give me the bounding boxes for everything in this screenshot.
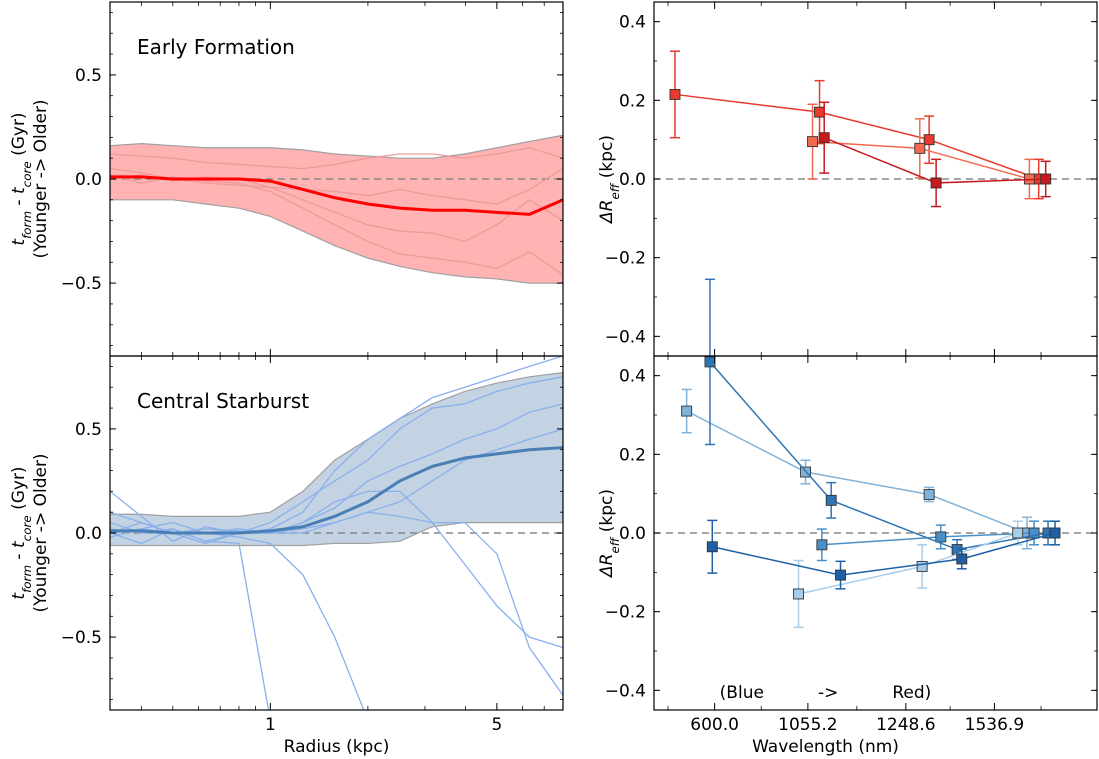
data-point <box>935 531 947 543</box>
scatter-band <box>110 134 563 284</box>
y-tick-label: −0.2 <box>605 603 646 623</box>
data-point <box>923 134 935 146</box>
reff-series-1 <box>816 520 1040 562</box>
data-point <box>825 494 837 506</box>
y-tick-label: −0.5 <box>61 274 102 294</box>
y-tick-label: 0.4 <box>619 13 646 33</box>
galaxy-line-0 <box>110 147 563 170</box>
galaxy-line-2 <box>110 403 563 538</box>
data-point <box>835 569 846 581</box>
panel-annotation: Early Formation <box>137 35 295 59</box>
y-tick-label: 0.0 <box>619 170 646 190</box>
x-tick-label: 600.0 <box>690 715 739 735</box>
reff-series-2 <box>818 101 1052 208</box>
x-tick-label: 1055.2 <box>778 715 837 735</box>
y-axis-label: ΔReff (kpc) <box>597 489 622 579</box>
galaxy-line-7 <box>110 528 270 710</box>
y-tick-label: −0.5 <box>61 628 102 648</box>
y-tick-label: 0.5 <box>75 66 102 86</box>
y-axis-label-line1: tform - tcore (Gyr) <box>9 466 34 599</box>
data-point <box>956 553 968 565</box>
y-tick-label: 0.0 <box>75 524 102 544</box>
reff-series-line <box>674 93 1039 180</box>
reff-series-line <box>712 532 1056 576</box>
data-point <box>916 560 928 572</box>
data-point <box>793 588 805 600</box>
median-line <box>110 446 563 535</box>
reff-series-2 <box>704 278 1054 561</box>
reff-series-line <box>709 361 1049 551</box>
data-point <box>1049 527 1061 539</box>
red-reff-panel: 0.4 0.2 0.0 −0.2 −0.4 ΔReff (kpc) <box>597 1 1098 357</box>
reff-series-0 <box>669 50 1045 200</box>
median-line <box>110 175 563 216</box>
y-tick-label: 0.0 <box>619 524 646 544</box>
y-tick-label: −0.2 <box>605 249 646 269</box>
y-axis-label: ΔReff (kpc) <box>597 135 622 225</box>
y-axis-label-line1: tform - tcore (Gyr) <box>9 112 34 245</box>
y-axis-label-line2: (Younger -> Older) <box>31 453 51 612</box>
y-tick-label: −0.4 <box>605 327 646 347</box>
blue-reff-panel: 0.4 0.2 0.0 −0.2 −0.4 600.0 1055.2 1248.6 1536.9… <box>597 278 1098 757</box>
central-starburst-panel: 0.5 0.0 −0.5 1 5 Central Starburst tform - tco… <box>9 355 564 757</box>
data-point <box>818 132 830 144</box>
x-tick-label: 1536.9 <box>965 715 1024 735</box>
data-point <box>706 541 718 553</box>
reff-series-line <box>798 532 1018 595</box>
data-point <box>807 136 818 148</box>
data-point <box>923 489 935 500</box>
x-tick-label: 1248.6 <box>876 715 935 735</box>
x-axis-label: Wavelength (nm) <box>752 737 899 757</box>
galaxy-line-1 <box>110 376 563 545</box>
y-tick-label: 0.0 <box>75 170 102 190</box>
plot-area <box>110 356 563 710</box>
y-tick-label: 0.4 <box>619 367 646 387</box>
data-point <box>669 88 681 100</box>
plot-area <box>110 134 563 284</box>
data-point <box>1040 173 1052 185</box>
x-tick-label: 5 <box>491 715 502 735</box>
data-point <box>814 106 825 118</box>
reff-series-0 <box>681 388 1033 550</box>
y-tick-label: 0.2 <box>619 91 646 111</box>
y-axis-label-line2: (Younger -> Older) <box>31 99 51 258</box>
panel-annotation: Central Starburst <box>137 389 309 413</box>
x-axis-label: Radius (kpc) <box>284 737 390 757</box>
early-formation-panel: 0.5 0.0 −0.5 Early Formation tform - tcore (… <box>9 1 564 357</box>
y-axis-label: tform - tcore (Gyr) (Younger -> Older) <box>9 453 51 612</box>
reff-series-3 <box>793 520 1024 629</box>
y-axis-label: tform - tcore (Gyr) (Younger -> Older) <box>9 99 51 258</box>
reff-series-1 <box>807 103 1035 200</box>
data-point <box>914 142 926 154</box>
y-tick-label: −0.4 <box>605 681 646 701</box>
reff-series-line <box>686 410 1028 534</box>
y-axis-label-text: ΔReff (kpc) <box>597 135 622 225</box>
x-tick-label: 1 <box>265 715 276 735</box>
wavelength-direction-note: (Blue -> Red) <box>720 683 932 703</box>
data-point <box>816 539 828 551</box>
data-point <box>704 356 716 368</box>
y-tick-label: 0.5 <box>75 420 102 440</box>
reff-series-4 <box>706 519 1061 590</box>
data-point <box>681 405 693 417</box>
y-axis-label-text: ΔReff (kpc) <box>597 489 622 579</box>
y-tick-label: 0.2 <box>619 445 646 465</box>
data-point <box>930 177 942 189</box>
data-point <box>1028 527 1040 539</box>
data-point <box>1012 527 1024 539</box>
